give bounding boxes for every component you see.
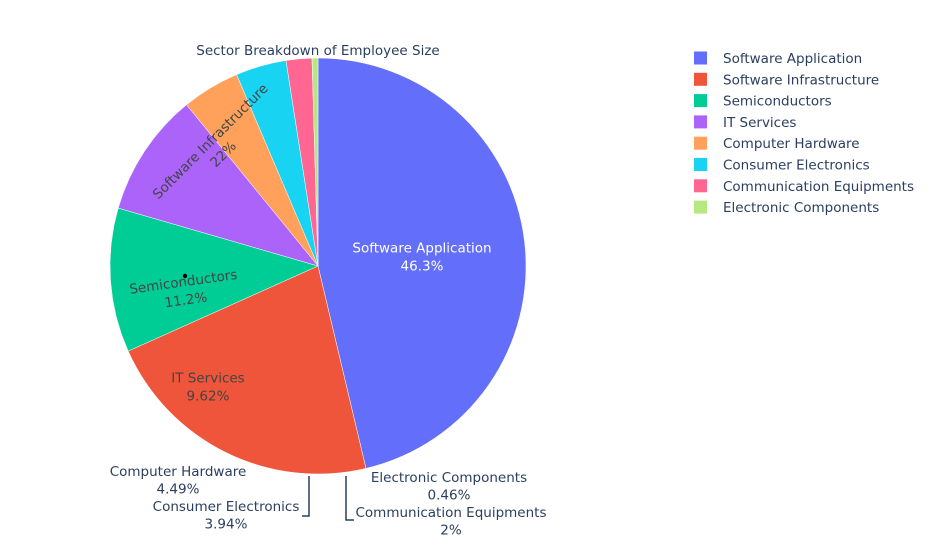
slice-label-name: IT Services	[171, 370, 244, 386]
legend-item-electronic-components[interactable]: Electronic Components	[694, 200, 879, 216]
slice-label-name: Electronic Components	[371, 470, 527, 486]
legend-swatch	[694, 158, 707, 171]
pie-slice-it-services[interactable]	[117, 104, 319, 267]
legend-label: IT Services	[723, 115, 796, 131]
legend-swatch	[694, 51, 707, 65]
pie-slices	[109, 57, 527, 475]
leader-line-communication-equipments	[345, 476, 354, 521]
slice-label-name: Software Application	[352, 240, 491, 256]
slice-label-percent: 2%	[440, 523, 462, 539]
slice-label-electronic-components: Electronic Components 0.46%	[371, 470, 527, 504]
slice-label-name: Communication Equipments	[355, 505, 546, 521]
slice-label-percent: 4.49%	[157, 482, 200, 498]
pie-slice-electronic-components[interactable]	[311, 57, 319, 267]
legend-item-software-infrastructure[interactable]: Software Infrastructure	[694, 72, 879, 88]
chart-title: Sector Breakdown of Employee Size	[196, 43, 440, 59]
slice-label-software-application: Software Application 46.3%	[352, 240, 491, 274]
legend-label: Electronic Components	[723, 200, 879, 216]
legend-item-semiconductors[interactable]: Semiconductors	[694, 94, 832, 110]
marker-dot	[182, 273, 188, 279]
legend-label: Computer Hardware	[723, 136, 860, 152]
slice-label-percent: 9.62%	[187, 389, 230, 405]
legend-item-consumer-electronics[interactable]: Consumer Electronics	[694, 158, 870, 174]
legend-item-communication-equipments[interactable]: Communication Equipments	[694, 179, 914, 195]
legend-swatch	[694, 179, 707, 193]
legend-swatch	[694, 136, 707, 150]
slice-label-name: Consumer Electronics	[153, 499, 300, 515]
legend-item-software-application[interactable]: Software Application	[694, 51, 862, 67]
slice-label-it-services: IT Services 9.62%	[171, 370, 244, 404]
legend-swatch	[694, 72, 707, 86]
legend-swatch	[694, 115, 707, 129]
legend-label: Consumer Electronics	[723, 158, 870, 174]
legend-label: Software Infrastructure	[723, 72, 879, 88]
pie-slice-software-infrastructure[interactable]	[127, 265, 367, 475]
slice-label-name: Computer Hardware	[110, 464, 247, 480]
pie-slice-semiconductors[interactable]	[109, 207, 319, 352]
slice-label-percent: 11.2%	[164, 289, 209, 311]
legend-label: Communication Equipments	[723, 179, 914, 195]
legend-label: Semiconductors	[723, 94, 832, 110]
leader-line-consumer-electronics	[302, 476, 310, 517]
slice-label-computer-hardware: Computer Hardware 4.49%	[110, 464, 247, 498]
pie-slice-software-application[interactable]	[317, 57, 527, 469]
slice-label-percent: 0.46%	[428, 488, 471, 504]
legend-item-it-services[interactable]: IT Services	[694, 115, 796, 131]
legend: Software Application Software Infrastruct…	[694, 51, 914, 216]
slice-label-percent: 46.3%	[401, 259, 444, 275]
legend-swatch	[694, 200, 707, 214]
slice-label-consumer-electronics: Consumer Electronics 3.94%	[153, 499, 300, 533]
legend-item-computer-hardware[interactable]: Computer Hardware	[694, 136, 860, 152]
leader-lines	[302, 476, 354, 521]
slice-label-percent: 3.94%	[205, 517, 248, 533]
slice-label-communication-equipments: Communication Equipments 2%	[355, 505, 546, 539]
legend-label: Software Application	[723, 51, 862, 67]
legend-swatch	[694, 94, 707, 108]
